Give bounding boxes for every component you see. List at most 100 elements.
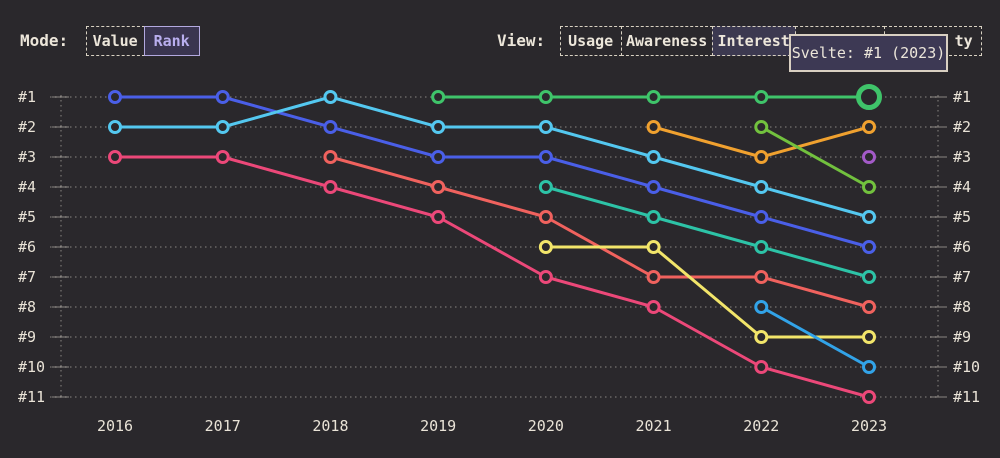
y-tick-label-right: #8 bbox=[953, 298, 971, 316]
y-tick-label-left: #1 bbox=[18, 88, 36, 106]
y-tick-label-right: #6 bbox=[953, 238, 971, 256]
point-Svelte-2021[interactable] bbox=[646, 90, 661, 104]
point-pink-2016[interactable] bbox=[108, 150, 122, 164]
y-tick-label-left: #5 bbox=[18, 208, 36, 226]
point-blue-2020[interactable] bbox=[538, 150, 553, 164]
y-tick-label-left: #4 bbox=[18, 178, 36, 196]
point-blue-2022[interactable] bbox=[754, 210, 769, 224]
mode-option-rank[interactable]: Rank bbox=[143, 26, 200, 56]
x-tick-label: 2020 bbox=[528, 417, 564, 435]
point-olive-2022[interactable] bbox=[754, 120, 769, 134]
point-orange-2022[interactable] bbox=[754, 150, 769, 164]
x-tick-label: 2016 bbox=[97, 417, 133, 435]
point-cyan-2022[interactable] bbox=[754, 180, 769, 194]
y-tick-label-left: #6 bbox=[18, 238, 36, 256]
y-tick-label-right: #11 bbox=[953, 388, 980, 406]
point-cyan-2017[interactable] bbox=[215, 120, 230, 134]
y-tick-label-left: #2 bbox=[18, 118, 36, 136]
point-blue-2018[interactable] bbox=[323, 120, 338, 134]
y-tick-label-right: #4 bbox=[953, 178, 971, 196]
y-tick-label-left: #8 bbox=[18, 298, 36, 316]
line-sky bbox=[759, 305, 871, 369]
point-cyan-2019[interactable] bbox=[431, 120, 446, 134]
point-pink-2019[interactable] bbox=[431, 210, 446, 224]
point-cyan-2016[interactable] bbox=[108, 120, 122, 134]
line-blue bbox=[113, 95, 871, 249]
point-Svelte-2023[interactable] bbox=[856, 84, 882, 110]
x-tick-label: 2018 bbox=[312, 417, 348, 435]
point-pink-2022[interactable] bbox=[754, 360, 769, 374]
x-tick-label: 2019 bbox=[420, 417, 456, 435]
point-salmon-2022[interactable] bbox=[754, 270, 769, 284]
y-tick-label-left: #11 bbox=[18, 388, 45, 406]
y-tick-label-left: #10 bbox=[18, 358, 45, 376]
point-salmon-2019[interactable] bbox=[431, 180, 446, 194]
mode-label-text: Mode: bbox=[20, 31, 69, 50]
point-salmon-2018[interactable] bbox=[323, 150, 338, 164]
view-label: View: bbox=[497, 31, 546, 50]
point-pink-2021[interactable] bbox=[646, 300, 661, 314]
point-yellow-2021[interactable] bbox=[646, 240, 661, 254]
mode-toggle-group: Mode: Value Rank bbox=[20, 26, 200, 56]
point-sky-2023[interactable] bbox=[862, 360, 876, 374]
point-sky-2022[interactable] bbox=[754, 300, 769, 314]
point-cyan-2023[interactable] bbox=[862, 210, 876, 224]
y-tick-label-right: #9 bbox=[953, 328, 971, 346]
y-tick-label-left: #3 bbox=[18, 148, 36, 166]
point-blue-2023[interactable] bbox=[862, 240, 876, 254]
point-salmon-2023[interactable] bbox=[862, 300, 876, 314]
point-Svelte-2020[interactable] bbox=[538, 90, 553, 104]
y-tick-label-right: #3 bbox=[953, 148, 971, 166]
point-pink-2023[interactable] bbox=[862, 390, 876, 404]
line-teal bbox=[544, 185, 871, 279]
y-tick-label-left: #9 bbox=[18, 328, 36, 346]
line-olive bbox=[759, 125, 871, 189]
point-cyan-2021[interactable] bbox=[646, 150, 661, 164]
view-option-usage[interactable]: Usage bbox=[559, 26, 622, 56]
point-yellow-2023[interactable] bbox=[862, 330, 876, 344]
point-pink-2020[interactable] bbox=[538, 270, 553, 284]
x-tick-label: 2017 bbox=[205, 417, 241, 435]
view-option-interest[interactable]: Interest bbox=[711, 26, 796, 56]
point-orange-2023[interactable] bbox=[862, 120, 876, 134]
point-pink-2017[interactable] bbox=[215, 150, 230, 164]
y-tick-label-right: #5 bbox=[953, 208, 971, 226]
point-blue-2017[interactable] bbox=[215, 90, 230, 104]
point-Svelte-2019[interactable] bbox=[431, 90, 446, 104]
point-yellow-2022[interactable] bbox=[754, 330, 769, 344]
line-salmon bbox=[328, 155, 871, 309]
line-pink bbox=[113, 155, 871, 399]
point-orange-2021[interactable] bbox=[646, 120, 661, 134]
x-tick-label: 2022 bbox=[743, 417, 779, 435]
point-salmon-2021[interactable] bbox=[646, 270, 661, 284]
x-tick-label: 2021 bbox=[636, 417, 672, 435]
y-tick-label-right: #7 bbox=[953, 268, 971, 286]
line-cyan bbox=[113, 95, 871, 219]
point-teal-2022[interactable] bbox=[754, 240, 769, 254]
y-tick-label-left: #7 bbox=[18, 268, 36, 286]
view-option-awareness[interactable]: Awareness bbox=[620, 26, 713, 56]
y-tick-label-right: #1 bbox=[953, 88, 971, 106]
mode-option-value[interactable]: Value bbox=[85, 26, 145, 56]
tooltip-text: Svelte: #1 (2023) bbox=[791, 44, 946, 62]
point-blue-2019[interactable] bbox=[431, 150, 446, 164]
point-cyan-2018[interactable] bbox=[323, 90, 338, 104]
tooltip: Svelte: #1 (2023) bbox=[789, 34, 948, 72]
y-tick-label-right: #10 bbox=[953, 358, 980, 376]
point-teal-2020[interactable] bbox=[538, 180, 553, 194]
point-purple-2023[interactable] bbox=[862, 150, 876, 164]
point-teal-2021[interactable] bbox=[646, 210, 661, 224]
x-tick-label: 2023 bbox=[851, 417, 887, 435]
point-cyan-2020[interactable] bbox=[538, 120, 553, 134]
y-tick-label-right: #2 bbox=[953, 118, 971, 136]
point-olive-2023[interactable] bbox=[862, 180, 876, 194]
point-yellow-2020[interactable] bbox=[538, 240, 553, 254]
point-pink-2018[interactable] bbox=[323, 180, 338, 194]
point-blue-2016[interactable] bbox=[108, 90, 122, 104]
point-salmon-2020[interactable] bbox=[538, 210, 553, 224]
point-teal-2023[interactable] bbox=[862, 270, 876, 284]
point-Svelte-2022[interactable] bbox=[754, 90, 769, 104]
point-blue-2021[interactable] bbox=[646, 180, 661, 194]
